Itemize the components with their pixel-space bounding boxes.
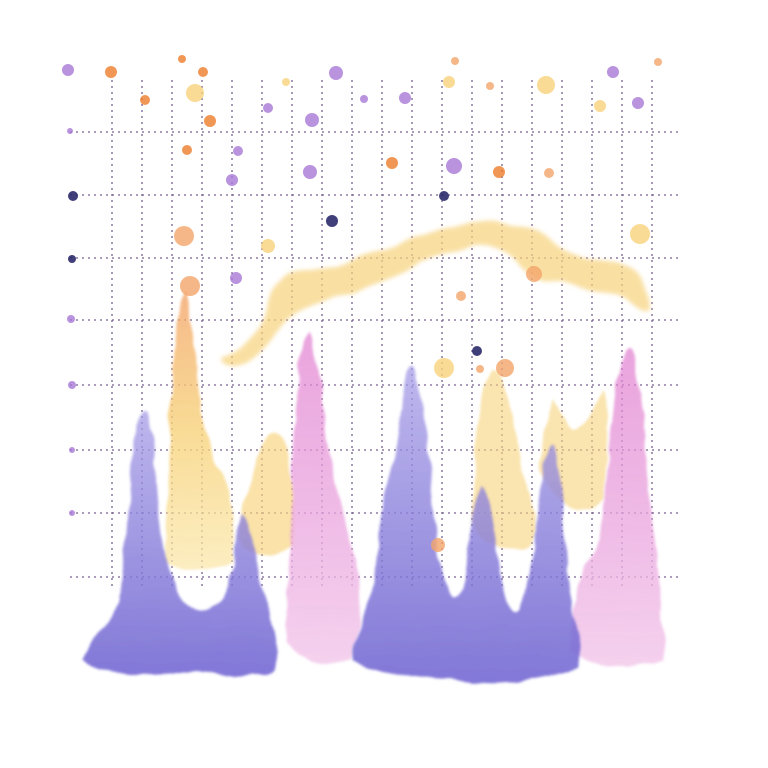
paint-dot <box>476 365 484 373</box>
paint-dot <box>360 95 368 103</box>
paint-dot <box>174 226 194 246</box>
paint-dot <box>493 166 505 178</box>
paint-dot <box>486 82 494 90</box>
paint-dot <box>226 174 238 186</box>
paint-dot <box>68 191 78 201</box>
paint-dot <box>303 165 317 179</box>
paint-dot <box>386 157 398 169</box>
paint-dot <box>282 78 290 86</box>
paint-dot <box>439 191 449 201</box>
paint-dot <box>68 381 76 389</box>
paint-dot <box>68 255 76 263</box>
paint-dot <box>180 276 200 296</box>
paint-dot <box>594 100 606 112</box>
yellow-wave-ribbon <box>221 219 651 367</box>
paint-dot <box>443 76 455 88</box>
paint-dot <box>526 266 542 282</box>
paint-dot <box>230 272 242 284</box>
paint-dot <box>329 66 343 80</box>
paint-dot <box>472 346 482 356</box>
pink-peaks <box>285 330 665 668</box>
paint-dot <box>654 58 662 66</box>
paint-dot <box>431 538 445 552</box>
paint-dot <box>67 315 75 323</box>
paint-dot <box>305 113 319 127</box>
paint-dot <box>67 128 73 134</box>
paint-dot <box>69 447 75 453</box>
paint-dot <box>496 359 514 377</box>
paint-dot <box>233 146 243 156</box>
paint-dot <box>263 103 273 113</box>
dotted-grid <box>70 80 680 590</box>
paint-dot <box>140 95 150 105</box>
paint-dot <box>446 158 462 174</box>
paint-dot <box>537 76 555 94</box>
paint-dot <box>630 224 650 244</box>
paint-dot <box>451 57 459 65</box>
paint-dot <box>204 115 216 127</box>
paint-dot <box>399 92 411 104</box>
paint-dot <box>434 358 454 378</box>
lavender-peaks <box>82 368 582 684</box>
paint-dot <box>261 239 275 253</box>
paint-dot <box>607 66 619 78</box>
paint-dot <box>632 97 644 109</box>
paint-dot <box>198 67 208 77</box>
paint-dot <box>105 66 117 78</box>
paint-dot <box>69 510 75 516</box>
scattered-paint-dots <box>62 55 662 552</box>
paint-dot <box>456 291 466 301</box>
paint-dot <box>544 168 554 178</box>
paint-dot <box>326 215 338 227</box>
paint-dot <box>186 84 204 102</box>
paint-dot <box>62 64 74 76</box>
paint-dot <box>182 145 192 155</box>
paint-dot <box>178 55 186 63</box>
